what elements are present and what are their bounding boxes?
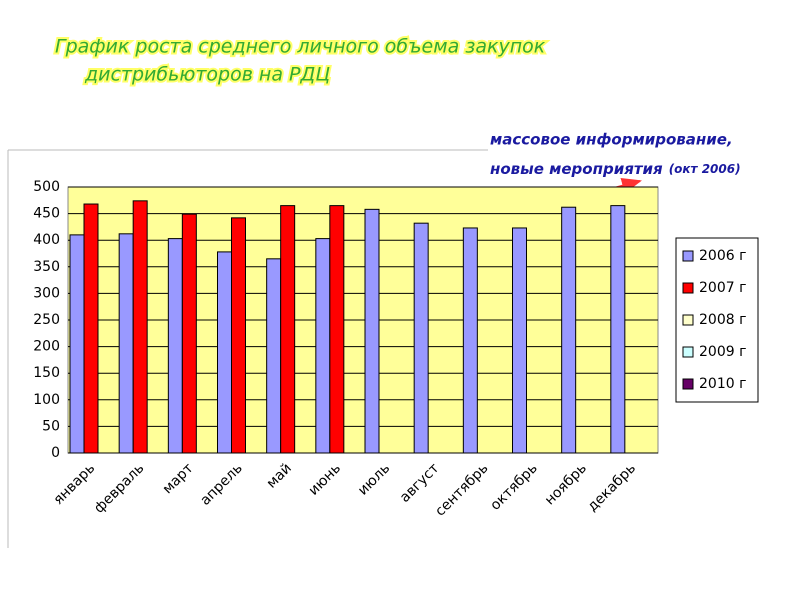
annotation: новые мероприятия — [490, 160, 663, 178]
y-tick-label: 100 — [33, 392, 60, 408]
legend-label: 2009 г — [699, 344, 746, 360]
x-tick-label: март — [160, 460, 197, 497]
bar — [118, 233, 134, 454]
y-tick-label: 250 — [33, 312, 60, 328]
x-tick-label: май — [264, 460, 295, 491]
bar — [413, 222, 429, 454]
x-tick-label: август — [397, 460, 442, 505]
x-tick-label: декабрь — [585, 460, 640, 515]
x-tick-label: ноябрь — [542, 460, 590, 508]
y-tick-label: 400 — [33, 232, 60, 248]
y-tick-label: 200 — [33, 339, 60, 355]
bar — [69, 234, 85, 454]
y-tick-label: 450 — [33, 206, 60, 222]
annotation: новые мероприятия (окт 2006) — [490, 160, 741, 178]
legend-swatch — [682, 346, 694, 358]
legend-swatch — [682, 250, 694, 262]
x-tick-label: февраль — [91, 460, 147, 516]
bar — [561, 206, 577, 454]
x-tick-label: апрель — [197, 460, 245, 508]
x-tick-label: сентябрь — [432, 460, 491, 519]
y-tick-label: 350 — [33, 259, 60, 275]
legend-label: 2010 г — [699, 376, 746, 392]
x-tick-label: июль — [355, 460, 393, 498]
bar — [132, 200, 148, 454]
bar — [610, 205, 626, 454]
bar — [83, 203, 99, 454]
bar — [315, 238, 331, 454]
bar — [231, 217, 246, 454]
bar — [280, 205, 296, 454]
bar — [217, 251, 232, 454]
x-tick-label: январь — [50, 460, 98, 508]
legend-label: 2007 г — [699, 280, 746, 296]
bar — [329, 205, 345, 454]
legend-swatch — [682, 378, 694, 390]
bar — [266, 258, 282, 454]
y-tick-label: 0 — [51, 445, 60, 461]
y-tick-label: 300 — [33, 285, 60, 301]
annotation-note: (окт 2006) — [669, 162, 741, 176]
chart-title: График роста среднего личного объема зак… — [55, 36, 546, 58]
bar — [181, 213, 197, 454]
bar — [364, 208, 380, 454]
annotation: массовое информирование, — [490, 131, 733, 149]
legend-label: 2006 г — [699, 248, 746, 264]
bar — [462, 227, 478, 454]
x-tick-label: июнь — [306, 460, 344, 498]
y-tick-label: 500 — [33, 179, 60, 195]
y-tick-label: 50 — [42, 418, 60, 434]
legend-swatch — [682, 314, 694, 326]
bar — [512, 227, 527, 454]
legend-swatch — [682, 282, 694, 294]
y-tick-label: 150 — [33, 365, 60, 381]
chart-title: дистрибьюторов на РДЦ — [84, 64, 330, 86]
legend-label: 2008 г — [699, 312, 746, 328]
x-tick-label: октябрь — [487, 460, 540, 513]
bar — [167, 238, 183, 454]
